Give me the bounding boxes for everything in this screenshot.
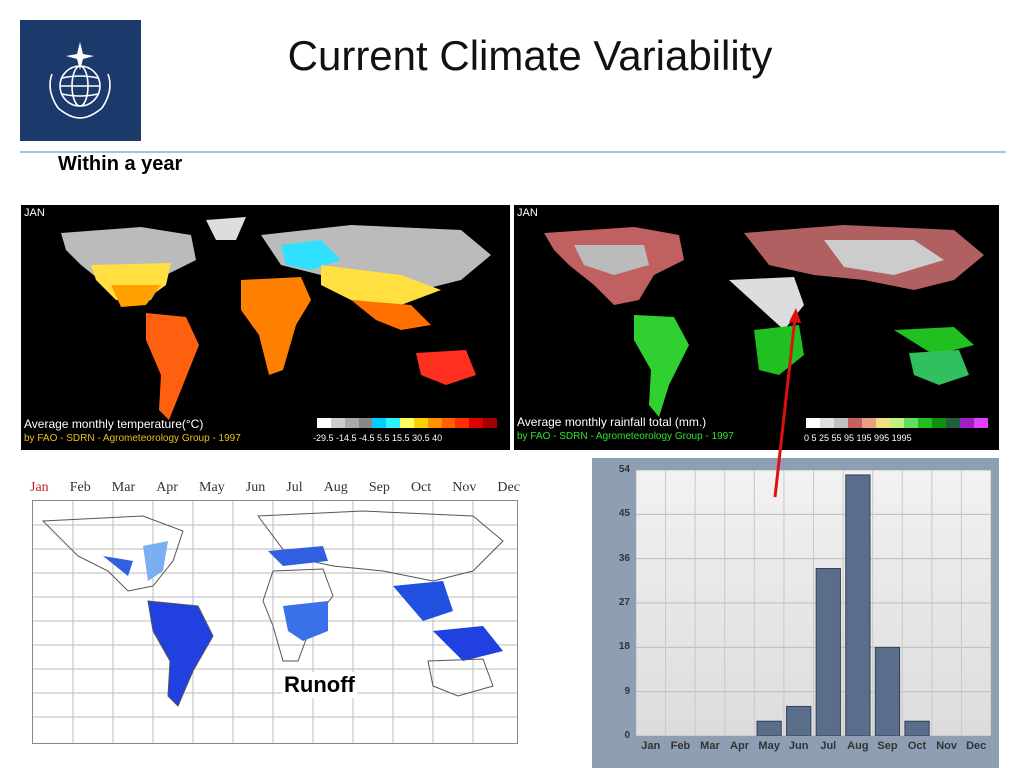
y-tick-label: 18 [618, 641, 630, 653]
month-tab-may[interactable]: May [199, 480, 225, 495]
runoff-map: Jan Feb Mar Apr May Jun Jul Aug Sep Oct Nov Dec [0, 470, 545, 768]
bar-oct [904, 720, 930, 737]
y-tick-label: 9 [624, 685, 630, 697]
x-tick-label: Nov [936, 740, 958, 752]
temperature-legend-swatch [372, 418, 387, 428]
y-tick-label: 27 [618, 597, 630, 608]
y-tick-label: 54 [618, 464, 630, 475]
month-tab-jun[interactable]: Jun [245, 480, 266, 495]
x-tick-label: Feb [670, 740, 691, 752]
y-tick-label: 0 [624, 730, 630, 741]
bar-chart-plot-area [635, 469, 992, 737]
rainfall-legend-swatch [876, 418, 890, 428]
temperature-legend-swatch [358, 418, 373, 428]
temperature-legend-swatch [330, 418, 345, 428]
runoff-label: Runoff [282, 672, 357, 698]
bar-may [756, 720, 782, 737]
wmo-logo [20, 20, 141, 141]
month-tab-oct[interactable]: Oct [410, 480, 432, 495]
runoff-map-graphic [33, 501, 517, 743]
rainfall-legend-swatch [848, 418, 862, 428]
monthly-bar-chart: 0 9 18 27 36 45 54 Jan Feb Mar Apr May Jun Jul Aug Sep… [592, 458, 999, 768]
month-tab-jul[interactable]: Jul [286, 480, 303, 495]
rainfall-legend-swatch [946, 418, 960, 428]
slide-title: Current Climate Variability [287, 32, 773, 79]
rainfall-legend-swatch [834, 418, 848, 428]
month-tab-jan[interactable]: Jan [30, 480, 49, 495]
temperature-legend-swatch [441, 418, 456, 428]
x-tick-label: Oct [907, 740, 927, 752]
rainfall-credit: by FAO - SDRN - Agrometeorology Group - … [517, 431, 734, 442]
temperature-legend-swatch [400, 418, 414, 428]
month-tab-sep[interactable]: Sep [368, 480, 390, 495]
x-tick-label: Sep [877, 740, 898, 752]
bar-jul [815, 568, 841, 737]
month-tab-nov[interactable]: Nov [452, 480, 477, 495]
temperature-credit: by FAO - SDRN - Agrometeorology Group - … [24, 433, 241, 444]
rainfall-legend-swatch [890, 418, 904, 428]
x-tick-label: May [758, 740, 780, 752]
y-tick-label: 45 [618, 508, 630, 520]
month-tab-dec[interactable]: Dec [497, 480, 520, 495]
month-tab-feb[interactable]: Feb [69, 480, 91, 495]
rainfall-legend-swatch [974, 418, 988, 428]
temperature-legend-swatch [427, 418, 442, 428]
bar-aug [845, 474, 871, 737]
title-divider [20, 151, 1006, 153]
temperature-caption: Average monthly temperature(°C) [24, 417, 204, 431]
runoff-map-grid [32, 500, 518, 744]
x-tick-label: Mar [700, 740, 720, 752]
bar-jun [786, 705, 812, 737]
temperature-legend-swatch [317, 418, 331, 428]
temperature-legend-swatch [483, 418, 497, 428]
temperature-map-graphic [61, 217, 491, 420]
rainfall-legend-swatch [806, 418, 820, 428]
temperature-legend-bar [317, 418, 497, 428]
month-tab-apr[interactable]: Apr [156, 480, 178, 495]
temperature-legend-swatch [386, 418, 401, 428]
x-tick-label: Jan [641, 740, 661, 752]
rainfall-legend-swatch [918, 418, 932, 428]
temperature-legend-swatch [469, 418, 484, 428]
temperature-legend-swatch [455, 418, 470, 428]
temperature-legend-ticks: -29.5 -14.5 -4.5 5.5 15.5 30.5 40 [313, 433, 443, 443]
x-tick-label: Jul [820, 740, 837, 752]
temperature-map: JAN Average monthly temperature(°C) by F… [21, 205, 510, 450]
temperature-legend-swatch [344, 418, 359, 428]
rainfall-caption: Average monthly rainfall total (mm.) [517, 415, 707, 429]
x-tick-label: Aug [847, 740, 869, 752]
y-tick-label: 36 [618, 552, 630, 564]
rainfall-legend-swatch [904, 418, 918, 428]
rainfall-legend-bar [806, 418, 988, 428]
temperature-legend-swatch [413, 418, 428, 428]
bar-sep [874, 646, 901, 737]
rainfall-legend-swatch [862, 418, 876, 428]
rainfall-map-graphic [544, 225, 984, 417]
x-tick-label: Apr [730, 740, 749, 752]
x-tick-label: Dec [966, 740, 987, 752]
rainfall-legend-swatch [820, 418, 834, 428]
rainfall-map: JAN Average monthly rainfall total (mm.)… [514, 205, 999, 450]
wmo-emblem-icon [49, 42, 111, 119]
rainfall-month-tag: JAN [517, 207, 538, 219]
x-tick-label: Jun [788, 740, 809, 752]
rainfall-legend-swatch [932, 418, 946, 428]
month-tab-mar[interactable]: Mar [111, 480, 136, 495]
rainfall-legend-ticks: 0 5 25 55 95 195 995 1995 [804, 433, 912, 443]
bar-chart-svg [635, 469, 992, 737]
runoff-month-selector: Jan Feb Mar Apr May Jun Jul Aug Sep Oct Nov Dec [30, 480, 520, 496]
month-tab-aug[interactable]: Aug [323, 480, 348, 495]
section-subtitle: Within a year [58, 153, 183, 175]
rainfall-legend-swatch [960, 418, 974, 428]
temperature-month-tag: JAN [24, 207, 45, 219]
